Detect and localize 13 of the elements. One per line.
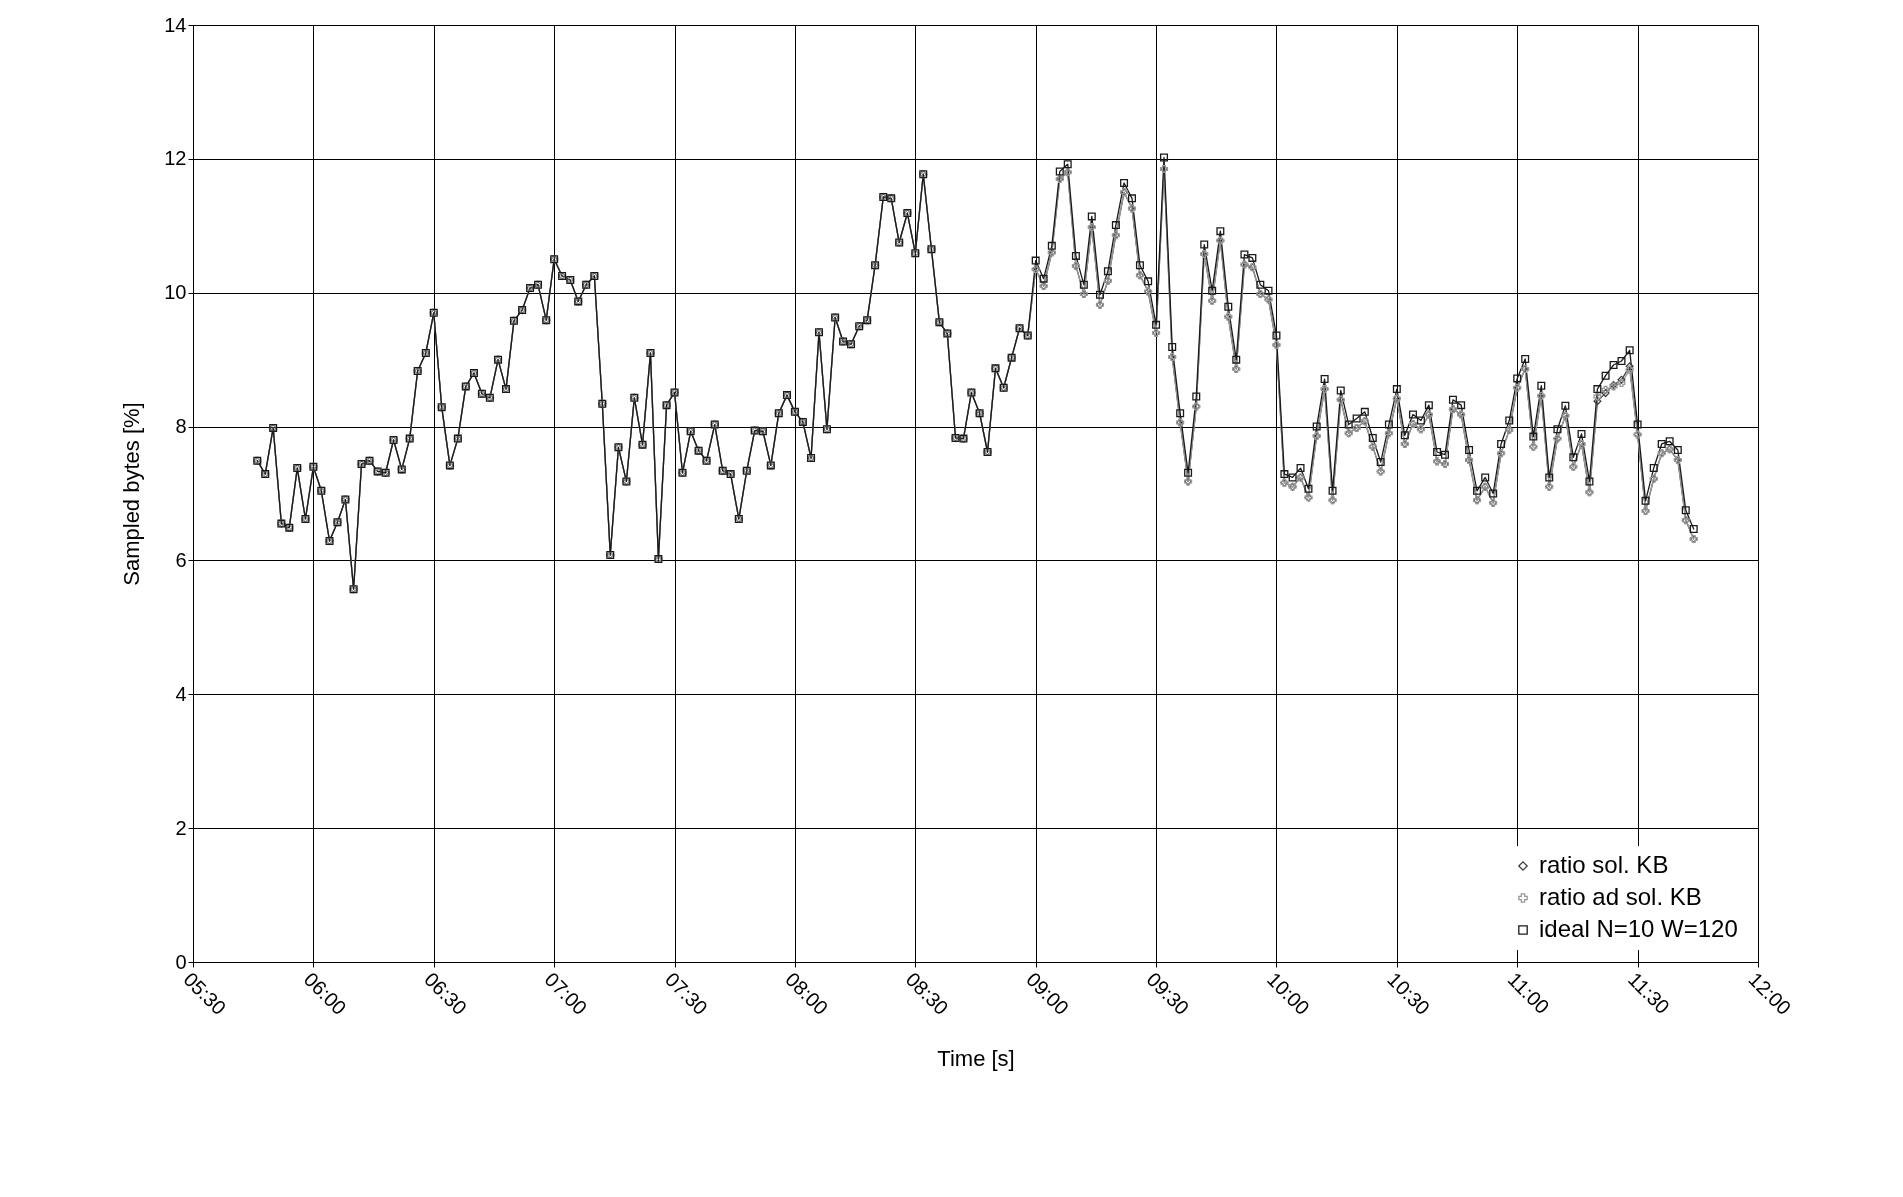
- y-axis-title: Sampled bytes [%]: [119, 402, 145, 586]
- y-tick-label: 4: [175, 682, 187, 705]
- legend-label: ideal N=10 W=120: [1539, 915, 1738, 942]
- y-tick-label: 0: [175, 950, 187, 973]
- legend-label: ratio sol. KB: [1539, 851, 1669, 878]
- legend-label: ratio ad sol. KB: [1539, 883, 1702, 910]
- y-tick-label: 14: [164, 13, 187, 36]
- y-tick-label: 10: [164, 281, 187, 304]
- y-tick-label: 6: [175, 548, 187, 571]
- y-tick-label: 12: [164, 147, 187, 170]
- y-tick-label: 8: [175, 415, 187, 438]
- y-tick-label: 2: [175, 816, 187, 839]
- x-axis-title: Time [s]: [937, 1046, 1015, 1072]
